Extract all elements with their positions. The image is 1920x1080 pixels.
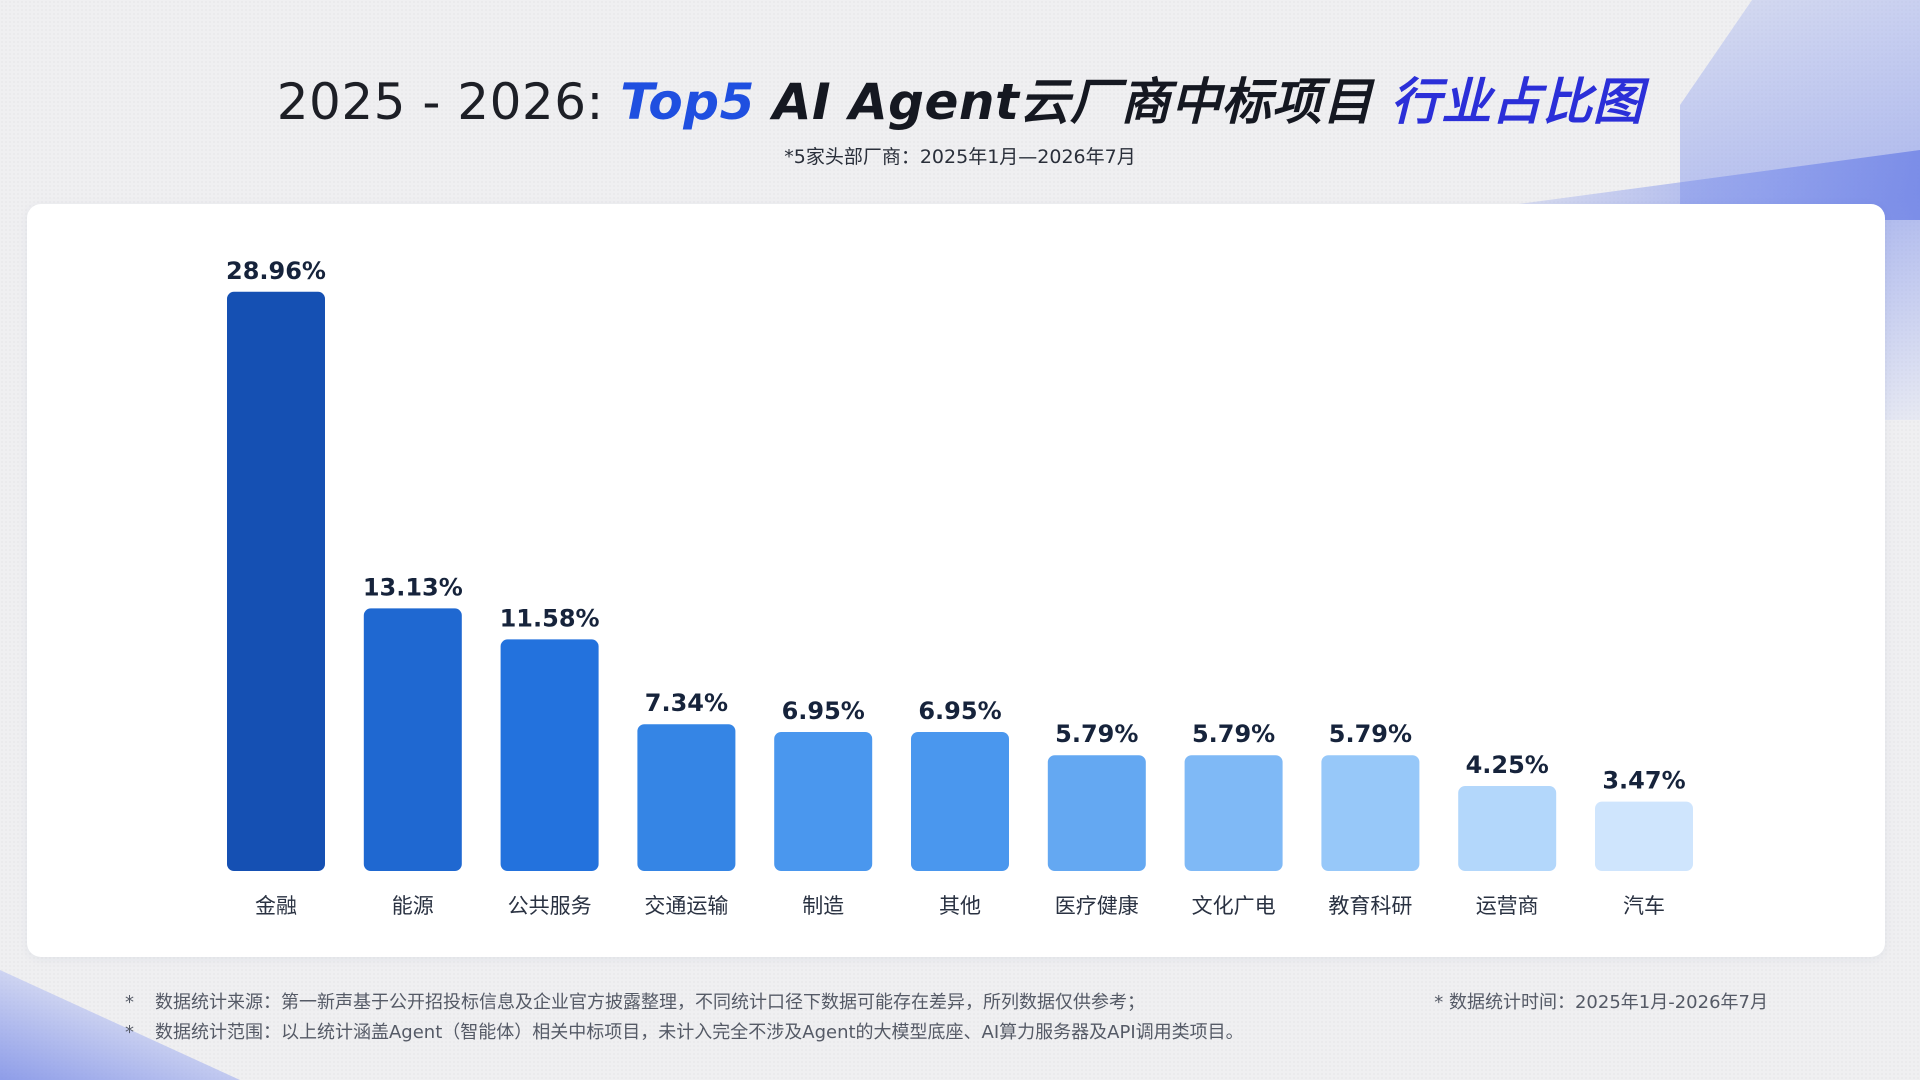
category-label-11: 汽车 [1623,894,1665,918]
data-label-3: 11.58% [500,604,600,632]
category-label-5: 制造 [802,894,844,918]
title-tail: 行业占比图 [1390,73,1644,131]
category-label-3: 公共服务 [508,894,592,918]
category-label-6: 其他 [939,894,981,918]
bar-4 [637,724,736,871]
chart-subtitle: *5家头部厂商：2025年1月—2026年7月 [784,146,1136,168]
data-label-10: 4.25% [1466,751,1549,779]
bar-11 [1595,801,1693,871]
bar-3 [500,639,599,871]
footnote-source: * 数据统计来源：第一新声基于公开招投标信息及企业官方披露整理，不同统计口径下数据… [125,988,1244,1018]
data-label-9: 5.79% [1329,720,1412,748]
bar-8 [1184,755,1283,871]
footnote-scope: * 数据统计范围：以上统计涵盖Agent（智能体）相关中标项目，未计入完全不涉及A… [125,1018,1244,1048]
data-label-7: 5.79% [1055,720,1138,748]
bar-6 [911,732,1009,871]
footnotes: * 数据统计来源：第一新声基于公开招投标信息及企业官方披露整理，不同统计口径下数据… [125,988,1244,1048]
data-label-1: 28.96% [226,257,326,285]
category-label-7: 医疗健康 [1055,894,1139,918]
footnote-star: * [125,992,134,1013]
bar-9 [1321,755,1420,871]
data-label-6: 6.95% [918,697,1001,725]
bar-10 [1458,786,1557,871]
data-label-8: 5.79% [1192,720,1275,748]
bar-chart: 28.96% 金融 13.13% 能源 11.58% 公共服务 7.34% 交通运输 6.95%… [226,257,1693,918]
bar-7 [1047,755,1146,871]
category-label-4: 交通运输 [644,894,728,918]
footnote-source-text: 数据统计来源：第一新声基于公开招投标信息及企业官方披露整理，不同统计口径下数据可… [155,992,1145,1013]
bar-5 [774,732,873,871]
chart-card: 28.96% 金融 13.13% 能源 11.58% 公共服务 7.34% 交通运输 6.95%… [27,204,1885,957]
data-label-2: 13.13% [363,573,463,601]
bar-1 [227,291,325,871]
category-label-1: 金融 [255,894,297,918]
title-top5: Top5 [620,73,755,131]
footnote-star: * [125,1022,134,1043]
footnote-time: * 数据统计时间：2025年1月-2026年7月 [1434,992,1768,1013]
category-label-10: 运营商 [1476,894,1539,918]
data-label-11: 3.47% [1602,767,1685,795]
data-label-4: 7.34% [645,689,728,717]
data-label-5: 6.95% [782,697,865,725]
category-label-9: 教育科研 [1328,894,1412,918]
bar-2 [363,608,462,871]
chart-title: 2025 - 2026: Top5 AI Agent云厂商中标项目 行业占比图 [0,62,1920,134]
footnote-scope-text: 数据统计范围：以上统计涵盖Agent（智能体）相关中标项目，未计入完全不涉及Ag… [155,1022,1244,1043]
category-label-8: 文化广电 [1192,894,1276,918]
title-main: AI Agent云厂商中标项目 [754,73,1391,131]
category-label-2: 能源 [392,894,434,918]
title-years: 2025 - 2026: [276,73,621,131]
